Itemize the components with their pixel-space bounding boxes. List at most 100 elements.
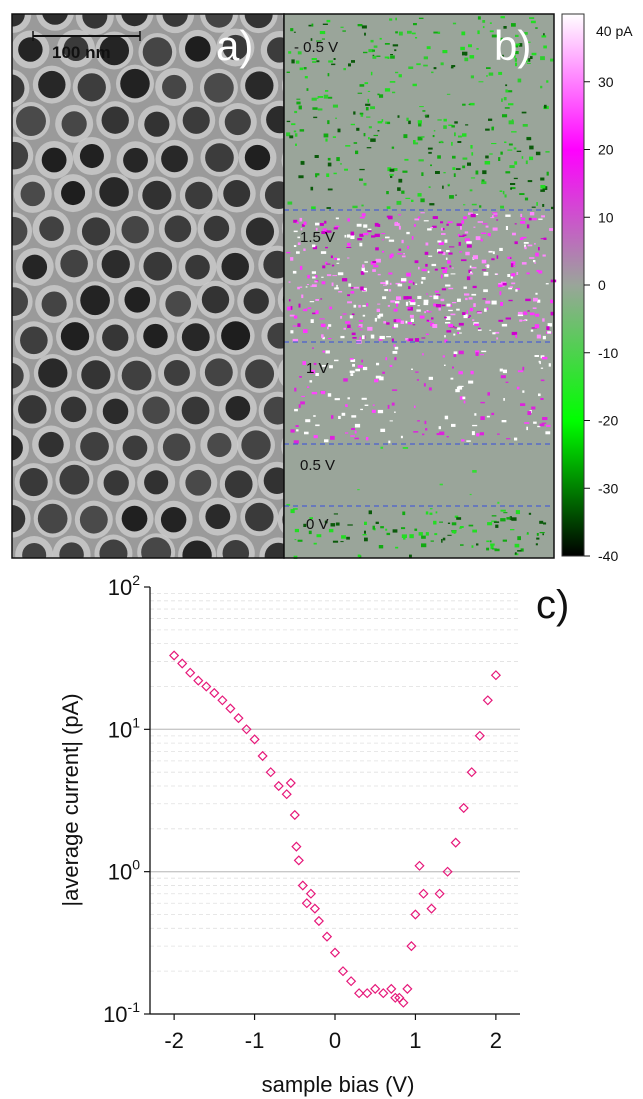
current-speck (401, 534, 407, 538)
current-speck (507, 256, 512, 259)
current-speck (332, 540, 339, 543)
current-speck (548, 363, 551, 367)
current-speck (349, 315, 353, 319)
current-speck (480, 354, 485, 356)
current-speck (514, 241, 518, 245)
current-speck (286, 251, 291, 254)
data-point (406, 941, 417, 952)
current-speck (487, 233, 491, 236)
current-speck (393, 168, 398, 171)
current-speck (297, 286, 300, 290)
current-speck (299, 265, 303, 270)
current-speck (387, 167, 392, 172)
current-speck (394, 346, 399, 350)
current-speck (432, 225, 437, 228)
current-speck (481, 179, 485, 182)
bias-label: 0 V (306, 516, 329, 533)
current-speck (533, 260, 536, 263)
current-speck (523, 58, 528, 63)
current-speck (372, 269, 376, 272)
current-speck (311, 284, 317, 287)
current-speck (362, 264, 365, 269)
current-speck (454, 121, 458, 124)
current-speck (324, 439, 329, 443)
current-speck (498, 71, 503, 75)
current-speck (498, 319, 504, 322)
current-speck (514, 543, 520, 548)
current-speck (492, 548, 497, 550)
pore (245, 217, 275, 246)
current-speck (365, 437, 369, 441)
bias-label: 0.5 V (300, 457, 335, 474)
current-speck (405, 338, 409, 341)
current-speck (511, 119, 514, 122)
current-speck (329, 306, 333, 310)
current-speck (421, 543, 427, 548)
current-speck (509, 286, 513, 288)
current-speck (434, 290, 439, 293)
current-speck (403, 296, 409, 300)
current-speck (431, 71, 434, 74)
current-speck (287, 306, 292, 311)
x-tick-label: 0 (329, 1028, 341, 1053)
pore-rim (279, 570, 317, 608)
current-speck (300, 228, 303, 231)
x-tick-label: 1 (409, 1028, 421, 1053)
current-speck (296, 101, 301, 105)
current-speck (306, 284, 309, 285)
current-speck (424, 420, 427, 425)
current-speck (320, 251, 327, 254)
current-speck (523, 242, 529, 244)
pore (141, 537, 172, 558)
pore-rim (0, 573, 31, 611)
current-speck (541, 215, 545, 218)
current-speck (402, 511, 406, 516)
current-speck (451, 125, 455, 128)
pore (80, 432, 109, 461)
current-speck (545, 151, 550, 153)
current-speck (500, 518, 506, 522)
current-speck (458, 385, 464, 387)
current-speck (542, 417, 548, 421)
data-point (217, 695, 228, 706)
current-speck (500, 16, 505, 19)
current-speck (550, 311, 554, 316)
current-speck (356, 223, 362, 227)
current-speck (497, 284, 503, 288)
current-speck (543, 522, 547, 525)
pore (143, 614, 168, 639)
current-speck (364, 261, 368, 263)
current-speck (498, 54, 504, 58)
current-speck (371, 235, 376, 238)
current-speck (516, 386, 520, 390)
current-speck (417, 295, 422, 299)
pore (161, 145, 188, 173)
current-speck (377, 130, 380, 132)
current-speck (444, 335, 446, 338)
current-speck (289, 135, 294, 139)
current-speck (366, 116, 371, 118)
current-speck (290, 330, 294, 334)
current-speck (443, 172, 446, 174)
current-speck (545, 431, 551, 435)
current-speck (457, 332, 460, 334)
pore (143, 251, 173, 281)
current-speck (508, 287, 513, 290)
current-speck (327, 188, 333, 191)
current-speck (388, 272, 393, 275)
current-speck (287, 201, 293, 205)
current-speck (531, 327, 537, 329)
current-speck (327, 162, 332, 167)
current-speck (504, 141, 507, 143)
pore (181, 323, 210, 352)
current-speck (472, 319, 475, 321)
current-speck (462, 133, 467, 137)
current-speck (418, 123, 422, 127)
pore (245, 502, 274, 532)
current-speck (421, 535, 426, 539)
pore-rim (137, 608, 175, 646)
data-point (313, 915, 324, 927)
current-speck (392, 91, 396, 94)
current-speck (312, 61, 317, 63)
current-speck (353, 111, 356, 115)
